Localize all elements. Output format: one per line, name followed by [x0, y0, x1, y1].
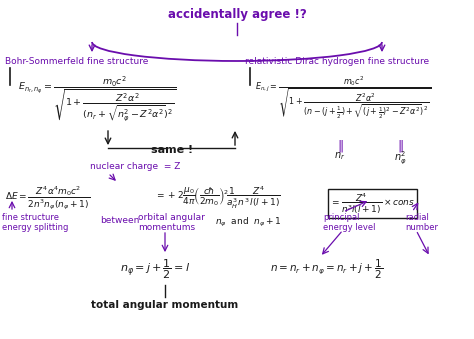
Text: $= \dfrac{Z^4}{n^3 l(l+1)} \times cons$: $= \dfrac{Z^4}{n^3 l(l+1)} \times cons$ [330, 191, 415, 216]
Text: between: between [100, 216, 139, 225]
Text: total angular momentum: total angular momentum [91, 300, 238, 310]
Text: accidentally agree !?: accidentally agree !? [168, 8, 306, 21]
Text: $= +2\dfrac{\mu_0}{4\pi}\!\left(\dfrac{c\hbar}{2m_0}\right)^{\!2}\!\dfrac{1}{a_H: $= +2\dfrac{\mu_0}{4\pi}\!\left(\dfrac{c… [155, 185, 281, 211]
Text: $E_{n_r,n_\varphi} = \dfrac{m_0 c^2}{\sqrt{1 + \dfrac{Z^2\alpha^2}{(n_r+\sqrt{n_: $E_{n_r,n_\varphi} = \dfrac{m_0 c^2}{\sq… [18, 75, 176, 124]
Text: relativistic Dirac hydrogen fine structure: relativistic Dirac hydrogen fine structu… [245, 57, 429, 66]
Text: fine structure
energy splitting: fine structure energy splitting [2, 213, 68, 233]
Text: $n_\varphi$  and  $n_\varphi + 1$: $n_\varphi$ and $n_\varphi + 1$ [215, 216, 282, 229]
Text: principal
energy level: principal energy level [323, 213, 375, 233]
Text: $\|$: $\|$ [337, 138, 343, 154]
Text: $n_\varphi^2$: $n_\varphi^2$ [394, 150, 406, 167]
Text: nuclear charge  = Z: nuclear charge = Z [90, 162, 181, 171]
Text: $n = n_r + n_\varphi = n_r + j + \dfrac{1}{2}$: $n = n_r + n_\varphi = n_r + j + \dfrac{… [270, 258, 383, 281]
Text: Bohr-Sommerfeld fine structure: Bohr-Sommerfeld fine structure [5, 57, 148, 66]
Text: $\Delta E = \dfrac{Z^4\alpha^4 m_0 c^2}{2n^3 n_\varphi(n_\varphi+1)}$: $\Delta E = \dfrac{Z^4\alpha^4 m_0 c^2}{… [5, 185, 90, 212]
Text: $n_r$: $n_r$ [334, 150, 346, 162]
Text: $n_\varphi = j + \dfrac{1}{2} = l$: $n_\varphi = j + \dfrac{1}{2} = l$ [120, 258, 190, 281]
Text: orbital angular
momentums: orbital angular momentums [138, 213, 205, 233]
Text: $\|$: $\|$ [397, 138, 403, 154]
Text: $E_{n,j} = \dfrac{m_0 c^2}{\sqrt{1 + \dfrac{Z^2\alpha^2}{(n-(j+\frac{1}{2})+\sqr: $E_{n,j} = \dfrac{m_0 c^2}{\sqrt{1 + \df… [255, 75, 431, 122]
Text: radial
number: radial number [405, 213, 438, 233]
Text: same !: same ! [151, 145, 193, 155]
